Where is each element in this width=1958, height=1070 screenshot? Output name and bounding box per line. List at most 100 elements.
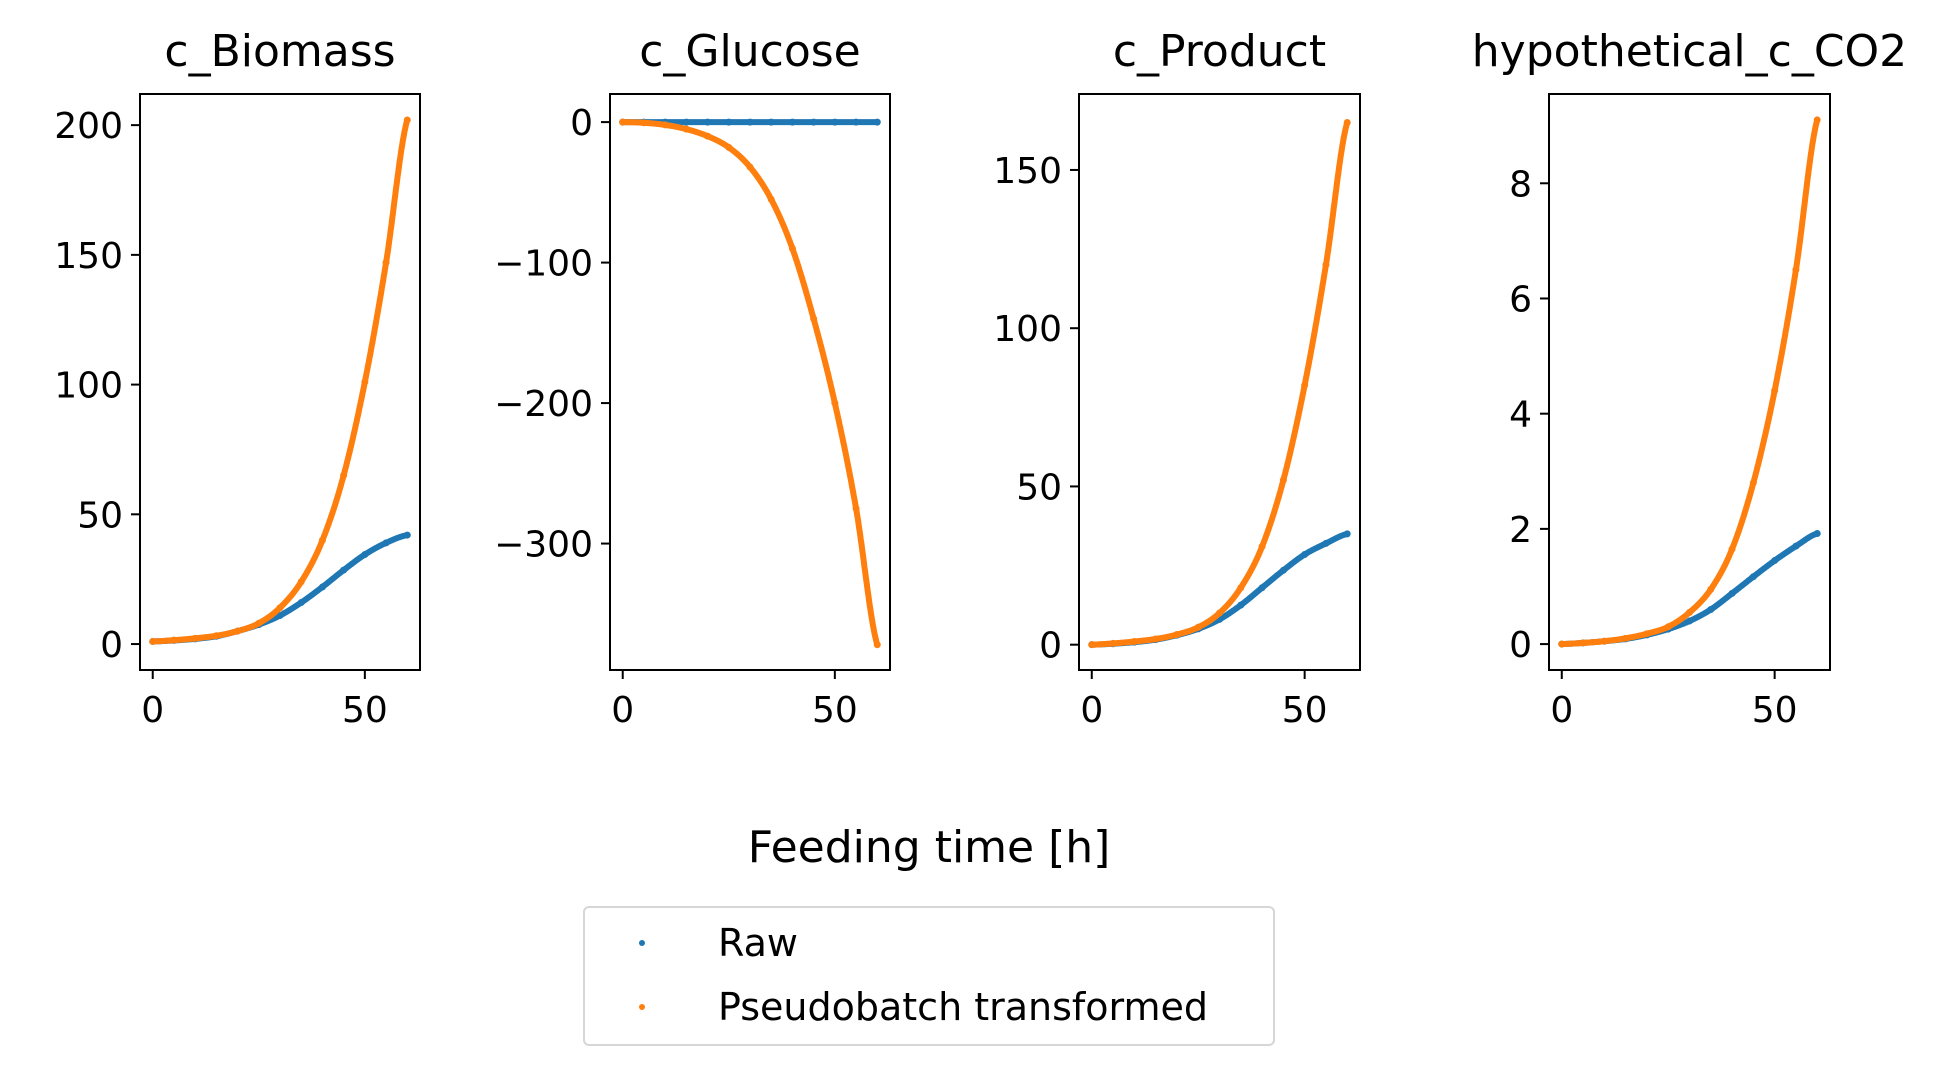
y-tick-label-c-biomass: 0 bbox=[100, 625, 123, 666]
point-pseudobatch-c-biomass bbox=[149, 637, 157, 645]
point-pseudobatch-hypothetical-c-co2 bbox=[1579, 639, 1587, 647]
y-tick-label-c-glucose: 0 bbox=[570, 103, 593, 144]
point-raw-c-glucose bbox=[810, 118, 818, 126]
point-pseudobatch-c-biomass bbox=[234, 627, 242, 635]
series-pseudobatch-c-biomass bbox=[149, 116, 411, 645]
series-raw-c-product bbox=[1088, 530, 1351, 648]
x-tick-label-c-product: 0 bbox=[1080, 690, 1103, 731]
legend-label-pseudobatch: Pseudobatch transformed bbox=[718, 985, 1209, 1029]
point-pseudobatch-hypothetical-c-co2 bbox=[1792, 266, 1800, 274]
point-pseudobatch-c-glucose bbox=[682, 125, 690, 133]
y-tick-label-c-product: 50 bbox=[1016, 467, 1062, 508]
x-axis-label: Feeding time [h] bbox=[748, 822, 1111, 873]
y-tick-label-hypothetical-c-co2: 0 bbox=[1509, 625, 1532, 666]
y-tick-label-c-biomass: 50 bbox=[77, 495, 123, 536]
point-pseudobatch-c-glucose bbox=[767, 195, 775, 203]
point-pseudobatch-c-biomass bbox=[276, 604, 284, 612]
legend-entry-raw: Raw bbox=[585, 918, 1273, 968]
point-pseudobatch-hypothetical-c-co2 bbox=[1643, 630, 1651, 638]
point-raw-c-biomass bbox=[361, 551, 369, 559]
point-pseudobatch-hypothetical-c-co2 bbox=[1664, 623, 1672, 631]
point-raw-hypothetical-c-co2 bbox=[1707, 606, 1715, 614]
point-raw-c-product bbox=[1343, 530, 1351, 538]
point-pseudobatch-c-biomass bbox=[191, 634, 199, 642]
point-raw-c-glucose bbox=[682, 118, 690, 126]
point-raw-c-glucose bbox=[873, 118, 881, 126]
point-pseudobatch-c-glucose bbox=[746, 163, 754, 171]
point-pseudobatch-c-product bbox=[1301, 381, 1309, 389]
legend: Raw Pseudobatch transformed bbox=[583, 906, 1275, 1046]
point-pseudobatch-hypothetical-c-co2 bbox=[1728, 545, 1736, 553]
point-pseudobatch-hypothetical-c-co2 bbox=[1813, 116, 1821, 124]
x-tick-label-c-biomass: 50 bbox=[342, 690, 388, 731]
point-raw-c-glucose bbox=[704, 118, 712, 126]
point-raw-hypothetical-c-co2 bbox=[1749, 573, 1757, 581]
point-raw-c-product bbox=[1322, 539, 1330, 547]
point-raw-hypothetical-c-co2 bbox=[1813, 529, 1821, 537]
point-pseudobatch-c-biomass bbox=[382, 259, 390, 267]
subplot-title-c-biomass: c_Biomass bbox=[164, 26, 395, 77]
point-pseudobatch-c-product bbox=[1109, 639, 1117, 647]
legend-marker-pseudobatch bbox=[639, 1004, 645, 1010]
series-pseudobatch-c-product bbox=[1088, 119, 1351, 648]
series-pseudobatch-c-glucose bbox=[619, 119, 881, 648]
point-raw-c-glucose bbox=[746, 118, 754, 126]
point-raw-hypothetical-c-co2 bbox=[1771, 557, 1779, 565]
point-raw-c-biomass bbox=[382, 539, 390, 547]
y-tick-label-c-glucose: −300 bbox=[494, 525, 593, 566]
legend-marker-raw bbox=[639, 940, 645, 946]
point-pseudobatch-c-product bbox=[1322, 261, 1330, 269]
point-pseudobatch-c-biomass bbox=[212, 632, 220, 640]
y-tick-label-hypothetical-c-co2: 8 bbox=[1509, 164, 1532, 205]
point-raw-hypothetical-c-co2 bbox=[1728, 589, 1736, 597]
point-pseudobatch-c-glucose bbox=[831, 399, 839, 407]
y-tick-label-hypothetical-c-co2: 6 bbox=[1509, 279, 1532, 320]
x-tick-label-c-product: 50 bbox=[1282, 690, 1328, 731]
legend-entry-pseudobatch: Pseudobatch transformed bbox=[585, 982, 1273, 1032]
axes-frame-c-biomass bbox=[139, 93, 421, 671]
point-raw-c-product bbox=[1279, 566, 1287, 574]
point-raw-c-biomass bbox=[297, 599, 305, 607]
point-pseudobatch-c-product bbox=[1258, 543, 1266, 551]
point-raw-hypothetical-c-co2 bbox=[1792, 542, 1800, 550]
legend-label-raw: Raw bbox=[718, 921, 798, 965]
point-raw-c-glucose bbox=[767, 118, 775, 126]
point-pseudobatch-hypothetical-c-co2 bbox=[1686, 608, 1693, 616]
point-pseudobatch-hypothetical-c-co2 bbox=[1749, 479, 1757, 487]
point-pseudobatch-c-product bbox=[1088, 641, 1096, 649]
point-pseudobatch-c-product bbox=[1237, 584, 1245, 592]
point-pseudobatch-c-glucose bbox=[725, 143, 733, 151]
y-tick-label-hypothetical-c-co2: 4 bbox=[1509, 395, 1532, 436]
point-pseudobatch-c-product bbox=[1216, 609, 1223, 617]
point-pseudobatch-c-biomass bbox=[403, 116, 411, 124]
y-tick-label-c-product: 100 bbox=[993, 309, 1062, 350]
x-tick-label-c-biomass: 0 bbox=[141, 690, 164, 731]
point-raw-c-biomass bbox=[318, 583, 326, 591]
x-tick-label-c-glucose: 0 bbox=[611, 690, 634, 731]
point-raw-c-glucose bbox=[725, 118, 733, 126]
y-tick-label-hypothetical-c-co2: 2 bbox=[1509, 510, 1532, 551]
point-pseudobatch-c-product bbox=[1173, 631, 1181, 639]
point-pseudobatch-hypothetical-c-co2 bbox=[1622, 634, 1630, 642]
point-raw-c-product bbox=[1258, 584, 1266, 592]
point-pseudobatch-c-glucose bbox=[852, 504, 860, 512]
point-pseudobatch-c-glucose bbox=[873, 641, 881, 649]
series-raw-hypothetical-c-co2 bbox=[1558, 530, 1821, 648]
y-tick-label-c-product: 150 bbox=[993, 151, 1062, 192]
axes-frame-c-glucose bbox=[609, 93, 891, 671]
point-raw-c-product bbox=[1301, 550, 1309, 558]
point-pseudobatch-hypothetical-c-co2 bbox=[1771, 387, 1779, 395]
point-pseudobatch-c-glucose bbox=[640, 119, 648, 127]
y-tick-label-c-biomass: 200 bbox=[54, 106, 123, 147]
subplot-title-c-product: c_Product bbox=[1113, 26, 1326, 77]
series-raw-c-biomass bbox=[149, 532, 411, 645]
point-pseudobatch-c-biomass bbox=[170, 636, 178, 644]
subplot-title-c-glucose: c_Glucose bbox=[639, 26, 861, 77]
x-tick-label-hypothetical-c-co2: 0 bbox=[1550, 690, 1573, 731]
point-pseudobatch-c-biomass bbox=[255, 619, 263, 627]
point-pseudobatch-c-biomass bbox=[318, 536, 326, 544]
point-raw-c-glucose bbox=[831, 118, 839, 126]
y-tick-label-c-biomass: 100 bbox=[54, 366, 123, 407]
y-tick-label-c-glucose: −200 bbox=[494, 384, 593, 425]
point-pseudobatch-c-glucose bbox=[619, 118, 627, 126]
